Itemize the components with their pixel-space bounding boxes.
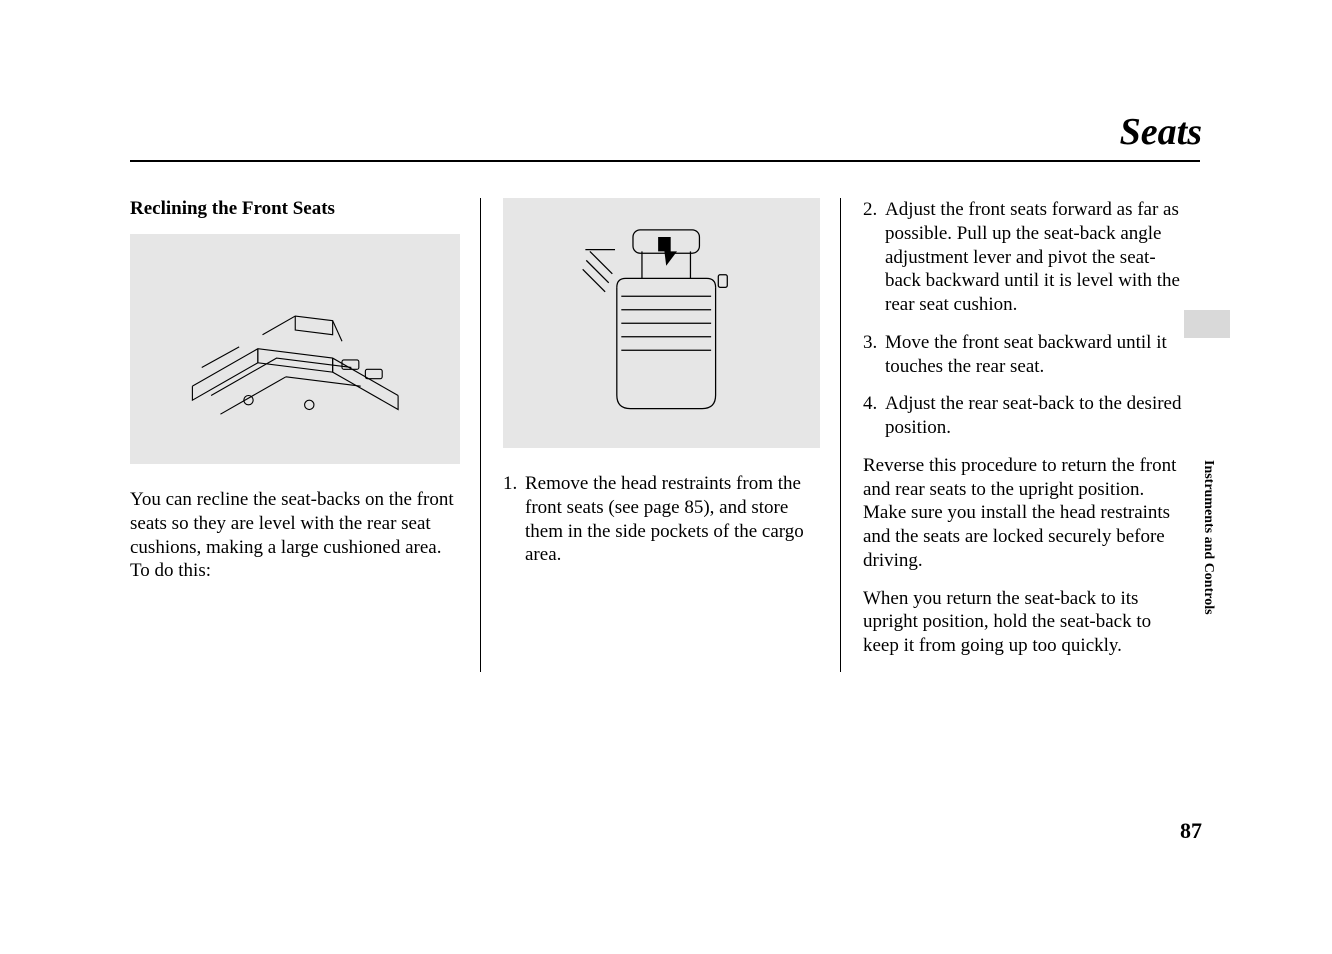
step-1: 1. Remove the head restraints from the f… <box>503 472 820 567</box>
step-3: 3. Move the front seat backward until it… <box>863 331 1190 379</box>
content-columns: Reclining the Front Seats <box>130 198 1190 672</box>
illustration-seats-reclined <box>130 234 460 464</box>
intro-paragraph: You can recline the seat-backs on the fr… <box>130 488 460 583</box>
step-1-text: Remove the head restraints from the fron… <box>525 472 820 567</box>
page-number: 87 <box>1180 818 1202 844</box>
step-2: 2. Adjust the front seats forward as far… <box>863 198 1190 317</box>
illustration-head-restraint <box>503 198 820 448</box>
page: Seats Instruments and Controls 87 Reclin… <box>0 0 1332 954</box>
step-4-text: Adjust the rear seat-back to the desired… <box>885 392 1190 440</box>
step-1-number: 1. <box>503 472 525 567</box>
step-4: 4. Adjust the rear seat-back to the desi… <box>863 392 1190 440</box>
step-3-number: 3. <box>863 331 885 379</box>
step-2-text: Adjust the front seats forward as far as… <box>885 198 1190 317</box>
column-3: 2. Adjust the front seats forward as far… <box>840 198 1210 672</box>
head-restraint-line-art-icon <box>527 217 796 430</box>
column-2: 1. Remove the head restraints from the f… <box>480 198 840 672</box>
return-paragraph: When you return the seat-back to its upr… <box>863 587 1190 658</box>
step-2-number: 2. <box>863 198 885 317</box>
subheading: Reclining the Front Seats <box>130 198 460 220</box>
reverse-paragraph: Reverse this procedure to return the fro… <box>863 454 1190 573</box>
step-3-text: Move the front seat backward until it to… <box>885 331 1190 379</box>
step-4-number: 4. <box>863 392 885 440</box>
page-title: Seats <box>1120 110 1202 154</box>
column-1: Reclining the Front Seats <box>130 198 480 672</box>
seats-line-art-icon <box>155 251 436 447</box>
title-underline <box>130 160 1200 162</box>
